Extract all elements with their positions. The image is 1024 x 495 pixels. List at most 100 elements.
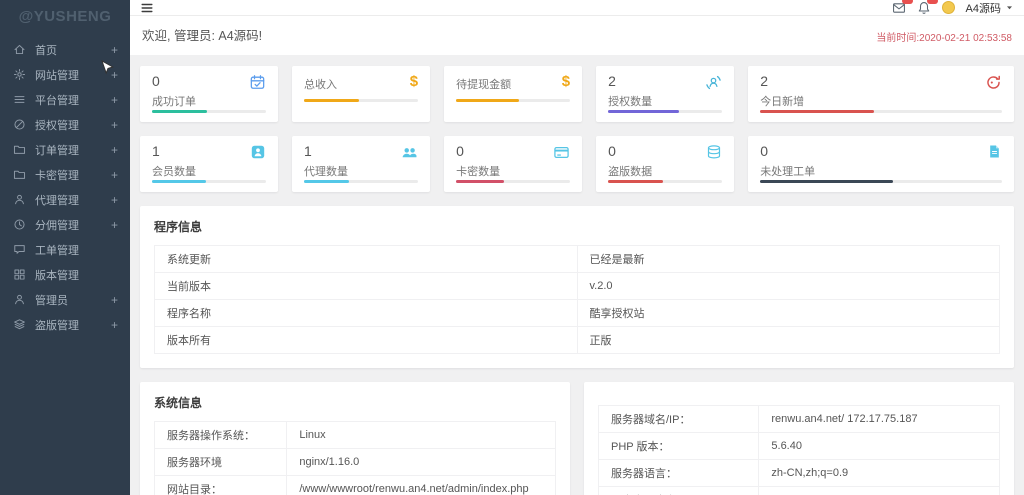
stat-card: 1 会员数量: [140, 136, 279, 192]
row-value: 5.6.40: [758, 432, 1000, 460]
sidebar-item-ban-3[interactable]: 授权管理 +: [0, 112, 130, 137]
stat-card: 2 今日新增: [748, 66, 1014, 122]
stat-progress-bar: [456, 180, 571, 183]
table-row: 网站目录：/www/wwwroot/renwu.an4.net/admin/in…: [153, 475, 556, 495]
row-label: PHP 版本：: [597, 432, 760, 460]
sidebar-item-label: 管理员: [35, 294, 68, 307]
row-label: 服务器语言：: [597, 459, 760, 487]
system-info-panel: 系统信息 服务器操作系统： Linux 服务器环境 nginx/1.16.0 网站目录：…: [140, 382, 570, 495]
sidebar-item-layers-11[interactable]: 盗版管理 +: [0, 312, 130, 337]
bell-icon[interactable]: [917, 0, 938, 15]
user-icon: [12, 193, 26, 207]
sidebar-item-label: 卡密管理: [35, 169, 79, 182]
stat-card: 2 授权数量: [596, 66, 735, 122]
stat-progress-bar: [304, 99, 419, 102]
row-label: 当前版本: [154, 272, 578, 300]
stat-progress-fill: [456, 180, 504, 183]
row-label: 服务器操作系统：: [153, 421, 288, 449]
stat-card: 0 卡密数量: [444, 136, 583, 192]
logo: @YUSHENG: [18, 8, 112, 25]
sidebar-item-label: 首页: [35, 44, 57, 57]
sidebar-item-label: 网站管理: [35, 69, 79, 82]
stat-progress-bar: [608, 110, 723, 113]
row-value: 正版: [576, 326, 1000, 354]
expand-plus-icon: +: [110, 92, 118, 107]
sidebar-item-user-10[interactable]: 管理员 +: [0, 287, 130, 312]
current-time: 当前时间:2020-02-21 02:53:58: [876, 33, 1012, 44]
mail-icon[interactable]: [892, 0, 913, 15]
table-row: 版本所有 正版: [154, 326, 1000, 354]
stat-cards-row1: 0 成功订单 总收入 $ 待提现金额 $2 授权数量 2 今日新增: [140, 66, 1014, 122]
stat-card-value: 0: [760, 143, 768, 159]
row-label: 系统更新: [154, 245, 578, 273]
sidebar: @YUSHENG 首页 + 网站管理 + 平台管理 + 授权管理 + 订单管理 + 卡密管理 + 代理管…: [0, 0, 130, 495]
clock-icon: [12, 218, 26, 232]
sidebar-item-grid-9[interactable]: 版本管理: [0, 262, 130, 287]
ban-icon: [12, 118, 26, 132]
table-row: 服务器环境 nginx/1.16.0: [153, 448, 556, 476]
sidebar-item-label: 代理管理: [35, 194, 79, 207]
welcome-text: 欢迎, 管理员: A4源码!: [142, 29, 263, 43]
system-info-table: 服务器操作系统： Linux 服务器环境 nginx/1.16.0 网站目录：/www/…: [153, 421, 556, 495]
sidebar-item-label: 授权管理: [35, 119, 79, 132]
stat-card-label: 授权数量: [608, 96, 653, 109]
sidebar-item-folder-5[interactable]: 卡密管理 +: [0, 162, 130, 187]
stat-card-label: 会员数量: [152, 166, 196, 179]
sidebar-item-label: 平台管理: [35, 94, 79, 107]
menu-toggle-icon[interactable]: [140, 1, 154, 15]
expand-plus-icon: +: [110, 317, 118, 332]
stat-card-label: 今日新增: [760, 96, 805, 109]
userbadge-icon: [250, 144, 266, 160]
expand-plus-icon: +: [110, 217, 118, 232]
refresh-icon: [985, 74, 1002, 91]
dollar-icon: $: [409, 73, 419, 90]
sidebar-item-user-6[interactable]: 代理管理 +: [0, 187, 130, 212]
sidebar-item-clock-7[interactable]: 分佣管理 +: [0, 212, 130, 237]
row-value: 已经是最新: [576, 245, 1000, 273]
row-value: 酷享授权站: [576, 299, 1000, 327]
table-row: 服务器域名/IP： renwu.an4.net/ 172.17.75.187: [597, 405, 1000, 433]
stat-progress-bar: [152, 110, 267, 113]
stat-card: 总收入 $: [292, 66, 431, 122]
system-info-title: 系统信息: [154, 396, 203, 410]
table-row: 最大占用内存：128M: [597, 486, 1000, 495]
gear-icon: [12, 68, 26, 82]
row-value: zh-CN,zh;q=0.9: [758, 459, 1000, 487]
sidebar-item-gear-1[interactable]: 网站管理 +: [0, 62, 130, 87]
layers-icon: [12, 318, 26, 332]
stat-card-label: 总收入: [304, 79, 338, 91]
sidebar-item-list-2[interactable]: 平台管理 +: [0, 87, 130, 112]
sidebar-item-chat-8[interactable]: 工单管理: [0, 237, 130, 262]
user-icon: [12, 293, 26, 307]
stat-card-label: 未处理工单: [760, 166, 816, 179]
chat-icon: [12, 243, 26, 257]
table-row: 服务器语言： zh-CN,zh;q=0.9: [597, 459, 1000, 487]
row-value: v.2.0: [576, 272, 1000, 300]
row-value: nginx/1.16.0: [286, 448, 556, 476]
sidebar-item-label: 盗版管理: [35, 319, 79, 332]
file-icon: [987, 144, 1002, 159]
row-value: Linux: [286, 421, 556, 449]
table-row: 程序名称 酷享授权站: [154, 299, 1000, 327]
stat-progress-bar: [152, 180, 267, 183]
stat-progress-bar: [760, 110, 1002, 113]
stat-card-value: 2: [760, 73, 768, 89]
subheader: 欢迎, 管理员: A4源码! 当前时间:2020-02-21 02:53:58: [130, 16, 1024, 55]
sidebar-item-folder-4[interactable]: 订单管理 +: [0, 137, 130, 162]
stat-card: 0 未处理工单: [748, 136, 1014, 192]
user-menu[interactable]: A4源码: [966, 0, 1014, 16]
stat-progress-fill: [608, 180, 663, 183]
stat-card: 0 盗版数据: [596, 136, 735, 192]
stat-progress-fill: [152, 110, 207, 113]
avatar[interactable]: [941, 1, 955, 14]
dollar-icon: $: [561, 73, 571, 90]
calendar-icon: [249, 74, 266, 91]
sidebar-item-home-0[interactable]: 首页 +: [0, 37, 130, 62]
row-label: 服务器环境: [153, 448, 288, 476]
folder-icon: [12, 168, 26, 182]
expand-plus-icon: +: [110, 192, 118, 207]
stat-card-label: 代理数量: [304, 166, 349, 179]
topbar: A4源码: [130, 0, 1024, 16]
users-icon: [401, 144, 418, 161]
stat-progress-bar: [304, 180, 419, 183]
